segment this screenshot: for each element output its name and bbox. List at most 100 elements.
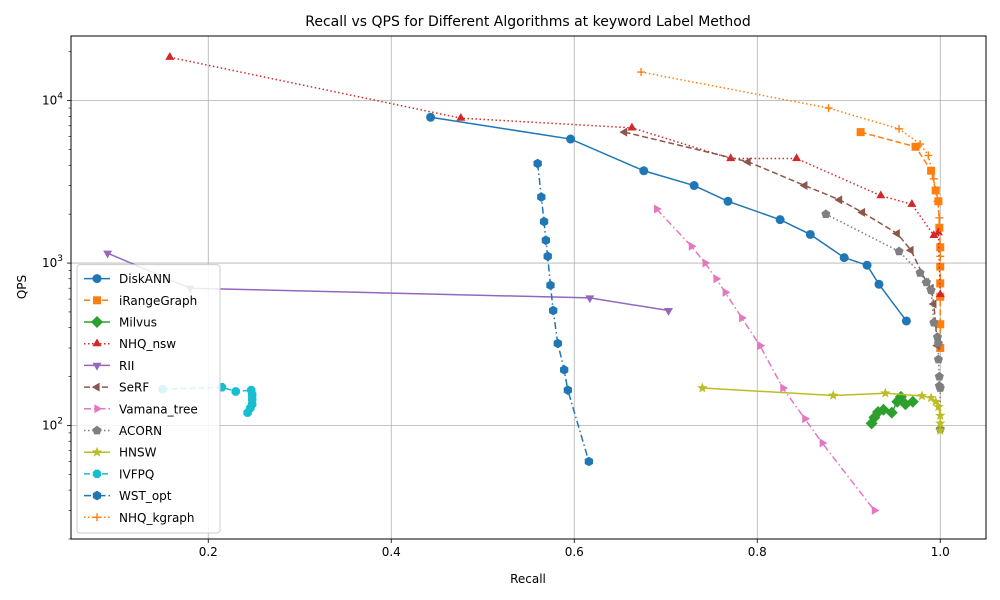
data-point xyxy=(722,287,731,297)
x-tick-label: 1.0 xyxy=(931,545,950,559)
legend-marker xyxy=(92,425,102,435)
data-point xyxy=(930,396,941,407)
series-diskann xyxy=(426,112,911,326)
data-point xyxy=(911,142,920,151)
data-point xyxy=(539,216,549,227)
x-tick-label: 0.8 xyxy=(748,545,767,559)
data-point xyxy=(639,166,649,176)
x-axis-title: Recall xyxy=(510,572,546,586)
data-point xyxy=(827,389,839,400)
legend-label: HNSW xyxy=(119,446,157,460)
data-point xyxy=(802,414,811,424)
data-point xyxy=(871,505,880,515)
data-point xyxy=(541,235,551,246)
data-point xyxy=(702,258,711,268)
data-point xyxy=(935,417,946,428)
legend-marker xyxy=(94,404,103,414)
data-point xyxy=(933,197,942,206)
legend-item-wst-opt: WST_opt xyxy=(84,489,172,503)
legend-label: Vamana_tree xyxy=(119,402,198,416)
data-point xyxy=(929,174,938,183)
chart-title: Recall vs QPS for Different Algorithms a… xyxy=(305,14,750,30)
data-point xyxy=(925,392,937,403)
legend-label: ACORN xyxy=(119,424,162,438)
data-point xyxy=(563,385,572,395)
legend-item-nhq-nsw: NHQ_nsw xyxy=(84,337,176,351)
data-point xyxy=(799,181,808,191)
legend-marker xyxy=(93,296,101,305)
legend-box xyxy=(76,264,221,534)
series-line-nhq-nsw xyxy=(169,56,941,295)
legend-marker xyxy=(91,316,103,328)
legend-label: SeRF xyxy=(119,381,149,395)
data-point xyxy=(894,246,904,256)
data-point xyxy=(757,341,766,351)
data-point xyxy=(627,122,637,131)
data-point xyxy=(907,199,917,207)
data-point xyxy=(165,52,175,60)
data-point xyxy=(839,253,849,263)
data-point xyxy=(780,383,789,393)
legend-label: Milvus xyxy=(119,316,157,330)
data-point xyxy=(936,343,945,352)
series-line-irangegraph xyxy=(860,131,941,348)
series-hnsw xyxy=(697,382,946,436)
data-point xyxy=(560,365,569,375)
data-point xyxy=(739,313,747,323)
x-tick-label: 0.2 xyxy=(199,545,218,559)
data-point xyxy=(856,128,865,137)
data-point xyxy=(819,438,828,448)
series-vamana-tree xyxy=(654,204,880,515)
data-point xyxy=(857,207,866,217)
data-point xyxy=(915,268,925,277)
data-point xyxy=(934,371,944,381)
data-point xyxy=(688,241,697,251)
series-nhq-nsw xyxy=(165,52,945,298)
legend-item-milvus: Milvus xyxy=(84,316,157,330)
data-point xyxy=(935,425,946,436)
plot-frame xyxy=(70,35,987,540)
legend-marker xyxy=(92,362,102,371)
data-point xyxy=(935,213,944,222)
data-point xyxy=(895,124,904,133)
data-point xyxy=(792,153,802,162)
data-point xyxy=(876,190,886,199)
data-point xyxy=(821,209,831,219)
data-point xyxy=(933,354,943,364)
data-point xyxy=(932,332,943,341)
data-point xyxy=(935,410,946,421)
y-tick-label: 102 xyxy=(42,416,63,432)
legend-item-ivfpq: IVFPQ xyxy=(84,467,154,481)
data-point xyxy=(566,134,576,144)
legend-label: IVFPQ xyxy=(119,467,154,481)
data-point xyxy=(927,166,936,175)
data-point xyxy=(905,245,914,255)
legend-item-serf: SeRF xyxy=(84,381,149,395)
legend: DiskANN iRangeGraph Milvus NHQ_nsw RII SeRF Va… xyxy=(76,264,221,534)
data-point xyxy=(553,338,562,349)
data-point xyxy=(916,140,925,149)
legend-marker xyxy=(92,490,102,501)
y-tick-label: 104 xyxy=(42,92,63,108)
legend-item-diskann: DiskANN xyxy=(84,272,171,286)
legend-marker xyxy=(93,513,101,522)
axis-ticks: 0.2 0.4 0.6 0.8 1.0 102 103 104 xyxy=(42,51,950,559)
data-point xyxy=(546,280,555,291)
data-point xyxy=(243,408,252,417)
legend-label: RII xyxy=(119,359,134,373)
data-point xyxy=(549,305,558,316)
legend-item-irangegraph: iRangeGraph xyxy=(84,294,197,308)
legend-marker xyxy=(91,382,100,392)
legend-item-nhq-kgraph: NHQ_kgraph xyxy=(84,511,195,525)
legend-label: WST_opt xyxy=(119,489,172,503)
data-point xyxy=(585,295,595,304)
data-point xyxy=(533,158,542,169)
data-point xyxy=(892,229,900,239)
data-point xyxy=(935,289,945,298)
data-point xyxy=(935,383,945,392)
y-axis-title: QPS xyxy=(15,275,29,299)
legend-item-vamana-tree: Vamana_tree xyxy=(84,402,198,416)
data-point xyxy=(637,68,646,77)
data-point xyxy=(834,195,843,205)
